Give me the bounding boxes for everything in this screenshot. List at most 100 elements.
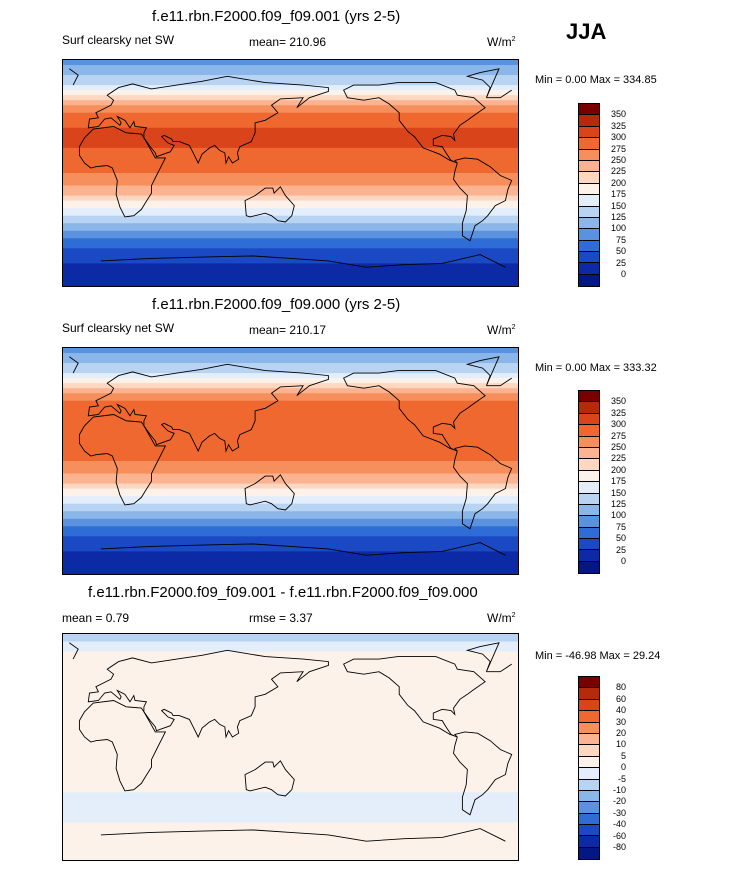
map-svg	[63, 60, 518, 286]
field-band	[63, 110, 518, 114]
field-band	[63, 67, 518, 71]
field-band	[63, 752, 518, 756]
field-band	[63, 175, 518, 179]
panel3-rmse-label: rmse = 3.37	[249, 611, 313, 625]
field-band	[63, 734, 518, 738]
colorbar-tick-label: 0	[620, 762, 626, 773]
field-band	[63, 533, 518, 537]
colorbar-tick-label: 80	[615, 682, 626, 693]
field-band	[63, 528, 518, 532]
panel1-variable-label: Surf clearsky net SW	[62, 33, 175, 47]
field-band	[63, 556, 518, 560]
field-band	[63, 558, 518, 563]
field-band	[63, 501, 518, 505]
field-band	[63, 253, 518, 257]
field-band	[63, 794, 518, 798]
field-band	[63, 368, 518, 372]
colorbar-swatch	[579, 138, 599, 150]
field-band	[63, 561, 518, 565]
field-band	[63, 714, 518, 718]
colorbar-tick-label: 25	[615, 257, 626, 268]
field-band	[63, 661, 518, 665]
colorbar-swatch	[579, 436, 599, 448]
colorbar-tick-label: 275	[610, 143, 626, 154]
field-band	[63, 852, 518, 856]
field-band	[63, 60, 518, 64]
colorbar-swatch	[579, 183, 599, 196]
colorbar-swatch	[579, 733, 599, 746]
colorbar-tick-label: 175	[610, 476, 626, 487]
colorbar-tick-label: 200	[610, 177, 626, 188]
field-band	[63, 744, 518, 748]
field-band	[63, 408, 518, 412]
colorbar-tick-label: 325	[610, 120, 626, 131]
field-band	[63, 183, 518, 187]
coastline-antarctica-line	[100, 254, 506, 268]
field-band	[63, 438, 518, 442]
colorbar-swatch	[579, 274, 599, 287]
field-band	[63, 762, 518, 766]
colorbar-tick-label: 50	[615, 246, 626, 257]
field-band	[63, 142, 518, 146]
colorbar-swatch	[579, 493, 599, 505]
panel2-units: W/m2	[487, 323, 516, 337]
coastline-greenland	[69, 68, 512, 99]
colorbar-swatch	[579, 847, 599, 860]
field-band	[63, 696, 518, 700]
field-band	[63, 676, 518, 680]
colorbar-swatch	[579, 516, 599, 528]
field-band	[63, 481, 518, 485]
field-band	[63, 857, 518, 860]
coastline-antarctica-line	[100, 828, 506, 842]
colorbar-tick-label: 175	[610, 189, 626, 200]
colorbar-swatch	[579, 252, 599, 264]
colorbar-tick-label: 200	[610, 464, 626, 475]
coastline-antarctica-line	[100, 542, 506, 556]
colorbar-tick-label: 250	[610, 155, 626, 165]
field-band	[63, 839, 518, 844]
field-band	[63, 390, 518, 394]
field-band	[63, 220, 518, 224]
field-band	[63, 375, 518, 379]
field-band	[63, 523, 518, 527]
field-band	[63, 238, 518, 242]
colorbar-swatch	[579, 104, 599, 116]
field-band	[63, 546, 518, 550]
field-band	[63, 388, 518, 392]
colorbar-box	[578, 676, 600, 861]
field-band	[63, 455, 518, 460]
colorbar-tick-label: 250	[610, 442, 626, 452]
coastline-north-america	[342, 370, 486, 452]
field-band	[63, 240, 518, 244]
field-band	[63, 526, 518, 530]
colorbar-tick-label: 40	[615, 705, 626, 716]
field-band	[63, 170, 518, 174]
field-band	[63, 135, 518, 139]
field-band	[63, 516, 518, 520]
field-band	[63, 423, 518, 427]
field-band	[63, 208, 518, 212]
colorbar-swatch	[579, 539, 599, 551]
coastline-australia	[244, 760, 295, 797]
field-band	[63, 433, 518, 437]
colorbar-swatch	[579, 790, 599, 803]
field-band	[63, 739, 518, 743]
colorbar-swatch	[579, 126, 599, 139]
coastline-africa	[78, 126, 167, 218]
colorbar-tick-label: 75	[615, 234, 626, 245]
field-band	[63, 210, 518, 214]
coastline-africa	[78, 414, 167, 506]
panel2-map	[62, 347, 519, 575]
field-band	[63, 147, 518, 151]
field-band	[63, 190, 518, 194]
colorbar-tick-label: 350	[610, 396, 626, 407]
field-band	[63, 205, 518, 209]
field-band	[63, 774, 518, 778]
field-band	[63, 70, 518, 74]
colorbar-tick-label: 10	[615, 739, 626, 750]
field-band	[63, 450, 518, 455]
colorbar-tick-label: 275	[610, 430, 626, 441]
field-band	[63, 415, 518, 419]
field-band	[63, 200, 518, 204]
field-band	[63, 566, 518, 570]
